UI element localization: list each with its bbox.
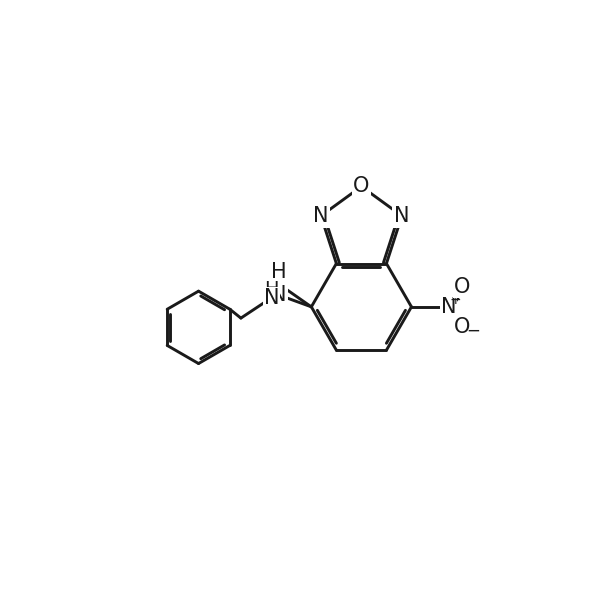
Text: +: + — [449, 293, 461, 307]
Text: O: O — [353, 176, 370, 196]
Text: N: N — [394, 206, 410, 226]
Text: N: N — [440, 297, 456, 317]
Text: O: O — [454, 277, 471, 296]
Text: H
N: H N — [271, 262, 286, 305]
Text: N: N — [264, 288, 280, 308]
Text: −: − — [466, 322, 480, 340]
Text: N: N — [313, 206, 329, 226]
Text: H: H — [265, 280, 279, 299]
Text: O: O — [454, 317, 471, 337]
